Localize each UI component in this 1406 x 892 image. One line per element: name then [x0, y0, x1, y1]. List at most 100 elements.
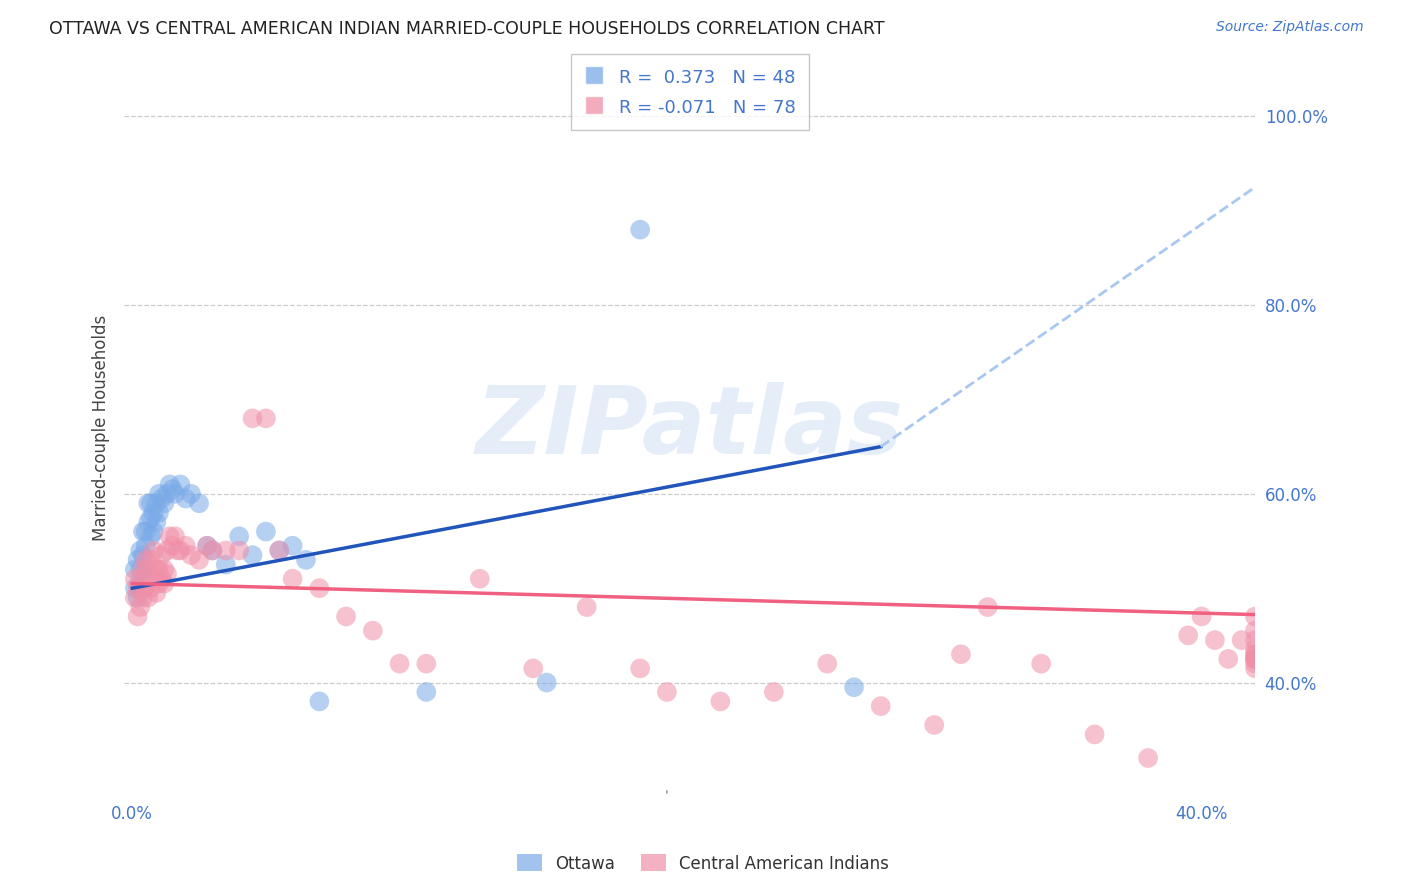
Point [132, 562, 155, 576]
Point [132, 572, 155, 586]
Point [709, 694, 731, 708]
Point [139, 553, 162, 567]
Point [148, 506, 170, 520]
Point [139, 529, 162, 543]
Point [269, 543, 291, 558]
Point [169, 543, 191, 558]
Point [468, 572, 491, 586]
Point [228, 543, 250, 558]
Point [129, 543, 152, 558]
Point [156, 487, 179, 501]
Point [201, 543, 224, 558]
Point [1244, 642, 1267, 657]
Point [1244, 633, 1267, 648]
Point [1244, 647, 1267, 661]
Point [215, 543, 238, 558]
Point [127, 609, 149, 624]
Y-axis label: Married-couple Households: Married-couple Households [93, 315, 110, 541]
Point [1230, 633, 1253, 648]
Point [156, 543, 179, 558]
Point [415, 685, 437, 699]
Point [195, 539, 218, 553]
Point [188, 496, 211, 510]
Point [1244, 652, 1267, 666]
Point [536, 675, 558, 690]
Point [153, 562, 176, 576]
Text: Source: ZipAtlas.com: Source: ZipAtlas.com [1216, 20, 1364, 34]
Point [153, 496, 176, 510]
Point [139, 496, 162, 510]
Text: OTTAWA VS CENTRAL AMERICAN INDIAN MARRIED-COUPLE HOUSEHOLDS CORRELATION CHART: OTTAWA VS CENTRAL AMERICAN INDIAN MARRIE… [49, 20, 884, 37]
Point [869, 699, 891, 714]
Point [335, 609, 357, 624]
Point [201, 543, 224, 558]
Point [129, 562, 152, 576]
Point [153, 576, 176, 591]
Point [148, 487, 170, 501]
Point [242, 548, 264, 562]
Point [1191, 609, 1213, 624]
Point [145, 515, 167, 529]
Point [762, 685, 785, 699]
Point [655, 685, 678, 699]
Point [124, 591, 146, 605]
Point [628, 661, 651, 675]
Point [842, 680, 865, 694]
Point [388, 657, 411, 671]
Point [142, 572, 165, 586]
Point [124, 562, 146, 576]
Point [148, 562, 170, 576]
Point [162, 482, 184, 496]
Point [1244, 624, 1267, 638]
Point [180, 548, 202, 562]
Point [142, 543, 165, 558]
Point [815, 657, 838, 671]
Point [142, 506, 165, 520]
Point [156, 567, 179, 582]
Point [127, 553, 149, 567]
Point [127, 591, 149, 605]
Point [136, 515, 159, 529]
Point [188, 553, 211, 567]
Point [1084, 727, 1107, 741]
Point [949, 647, 972, 661]
Point [136, 591, 159, 605]
Point [361, 624, 384, 638]
Point [281, 539, 304, 553]
Point [136, 496, 159, 510]
Point [174, 539, 197, 553]
Point [228, 529, 250, 543]
Point [129, 600, 152, 615]
Point [1137, 751, 1160, 765]
Point [195, 539, 218, 553]
Point [281, 572, 304, 586]
Legend: Ottawa, Central American Indians: Ottawa, Central American Indians [510, 847, 896, 880]
Point [159, 529, 181, 543]
Point [135, 562, 157, 576]
Point [132, 524, 155, 539]
Point [1218, 652, 1240, 666]
Point [136, 562, 159, 576]
Point [1031, 657, 1053, 671]
Point [415, 657, 437, 671]
Point [135, 581, 157, 595]
Point [308, 694, 330, 708]
Point [166, 543, 188, 558]
Point [135, 553, 157, 567]
Point [148, 576, 170, 591]
Point [1244, 661, 1267, 675]
Point [132, 548, 155, 562]
Point [242, 411, 264, 425]
Point [522, 661, 544, 675]
Point [127, 581, 149, 595]
Point [150, 491, 173, 506]
Point [308, 581, 330, 595]
Point [254, 411, 277, 425]
Point [976, 600, 998, 615]
Point [124, 572, 146, 586]
Point [162, 539, 184, 553]
Point [169, 477, 191, 491]
Point [159, 477, 181, 491]
Point [295, 553, 318, 567]
Point [1244, 647, 1267, 661]
